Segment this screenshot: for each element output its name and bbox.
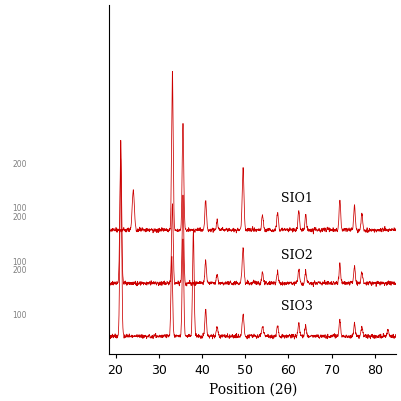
Text: 100: 100 xyxy=(12,204,27,213)
Text: SIO2: SIO2 xyxy=(280,248,312,261)
Text: 200: 200 xyxy=(12,213,27,222)
Text: 200: 200 xyxy=(12,266,27,275)
Text: SIO1: SIO1 xyxy=(280,191,312,204)
Text: 200: 200 xyxy=(12,160,27,169)
Text: 100: 100 xyxy=(12,310,27,319)
Text: 100: 100 xyxy=(12,257,27,266)
Text: SIO3: SIO3 xyxy=(280,300,312,312)
X-axis label: Position (2θ): Position (2θ) xyxy=(208,381,296,395)
